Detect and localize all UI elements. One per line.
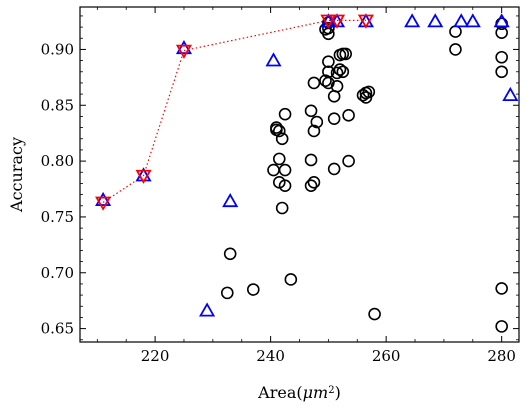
pareto-line	[102, 19, 366, 203]
x-tick-label: 240	[256, 347, 285, 365]
circle-point	[495, 282, 508, 295]
triangle-up-point	[453, 13, 470, 28]
x-axis-label-variable: μm	[303, 383, 329, 402]
triangle-down-point	[135, 169, 152, 184]
circle-point	[359, 91, 373, 104]
circle-point	[304, 153, 318, 167]
circle-point	[449, 25, 462, 38]
triangle-up-point	[222, 192, 239, 208]
circle-point	[495, 50, 508, 64]
circle-point	[333, 63, 347, 76]
x-tick-label: 220	[141, 347, 170, 365]
circle-point	[278, 163, 292, 177]
circle-point	[319, 74, 332, 87]
triangle-up-point	[493, 13, 510, 28]
marks-layer	[95, 13, 519, 333]
circle-point	[272, 152, 286, 166]
x-tick-label: 260	[372, 347, 401, 365]
x-axis-label-text: Area(	[257, 383, 302, 402]
triangle-up-point	[95, 191, 112, 206]
circle-point	[327, 112, 341, 125]
circle-point	[495, 65, 508, 79]
triangle-down-point	[320, 14, 337, 29]
circle-point	[310, 115, 324, 129]
x-tick-label: 280	[487, 347, 516, 365]
triangle-down-point	[328, 14, 346, 29]
circle-point	[267, 163, 280, 177]
circle-point	[368, 307, 381, 321]
circle-point	[330, 66, 344, 80]
circle-point	[220, 286, 234, 300]
y-tick-label: 0.80	[41, 152, 74, 170]
triangle-up-point	[464, 13, 481, 28]
x-axis-label-close: )	[335, 383, 341, 402]
circle-point	[307, 76, 321, 90]
triangle-up-point	[199, 302, 216, 317]
circle-point	[307, 124, 321, 138]
circle-point	[342, 109, 355, 122]
circle-point	[304, 179, 318, 192]
circle-point	[307, 176, 321, 189]
circle-point	[322, 21, 335, 35]
triangle-up-point	[404, 13, 421, 28]
circle-point	[322, 65, 335, 79]
triangle-down-point	[175, 44, 193, 59]
triangle-up-point	[175, 40, 193, 55]
circle-point	[270, 121, 283, 134]
x-axis-label: Area(μm2)	[257, 383, 341, 402]
circle-point	[272, 124, 286, 138]
circle-point	[327, 162, 341, 176]
ticks-layer: 220 240 260 280 0.65 0.70 0.75 0.80 0.85 0.90	[41, 7, 519, 365]
triangle-up-point	[265, 52, 282, 67]
y-tick-label: 0.75	[41, 208, 74, 226]
circle-point	[272, 176, 286, 189]
circle-point	[336, 65, 350, 79]
triangle-down-point	[95, 196, 112, 211]
triangle-up-point	[502, 86, 519, 101]
circle-point	[275, 132, 289, 146]
y-tick-label: 0.85	[41, 96, 74, 114]
circle-point	[246, 283, 260, 296]
y-tick-label: 0.90	[41, 40, 74, 58]
y-axis-label: Accuracy	[7, 137, 26, 213]
y-tick-label: 0.65	[41, 320, 74, 338]
circle-point	[330, 79, 344, 93]
circle-point	[322, 55, 335, 69]
triangle-down-point	[357, 14, 374, 29]
circle-point	[304, 104, 318, 118]
circle-point	[223, 247, 237, 261]
circle-point	[449, 43, 462, 56]
circle-point	[284, 273, 298, 286]
circle-point	[339, 47, 353, 61]
circle-point	[342, 154, 355, 168]
circle-point	[495, 320, 508, 333]
circle-point	[275, 201, 289, 215]
y-tick-label: 0.70	[41, 264, 74, 282]
circle-point	[278, 107, 292, 121]
x-axis-label-superscript: 2	[328, 385, 334, 396]
triangle-up-point	[427, 13, 444, 28]
